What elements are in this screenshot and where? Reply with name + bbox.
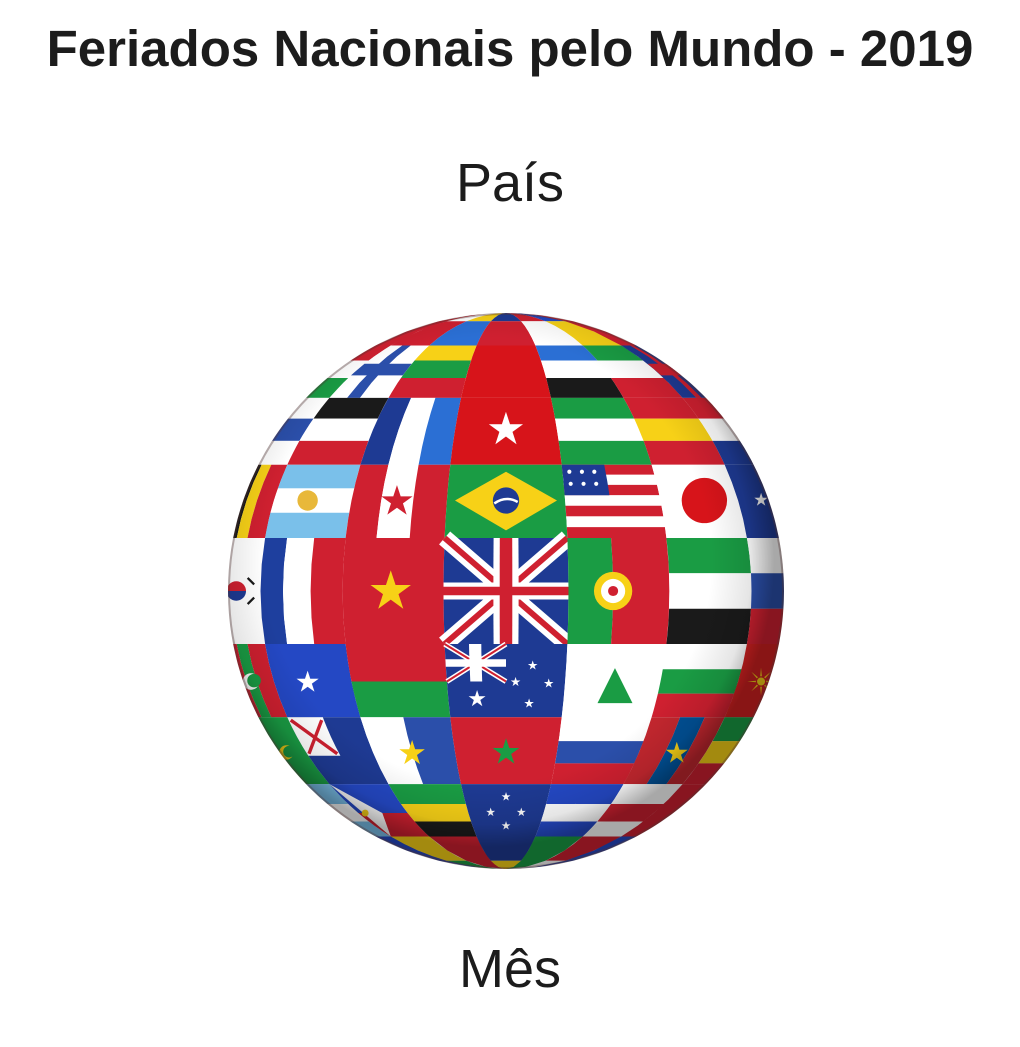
month-selector-label[interactable]: Mês	[458, 939, 561, 999]
country-selector-label[interactable]: País	[455, 153, 565, 213]
page-title: Feriados Nacionais pelo Mundo - 2019	[46, 20, 974, 77]
